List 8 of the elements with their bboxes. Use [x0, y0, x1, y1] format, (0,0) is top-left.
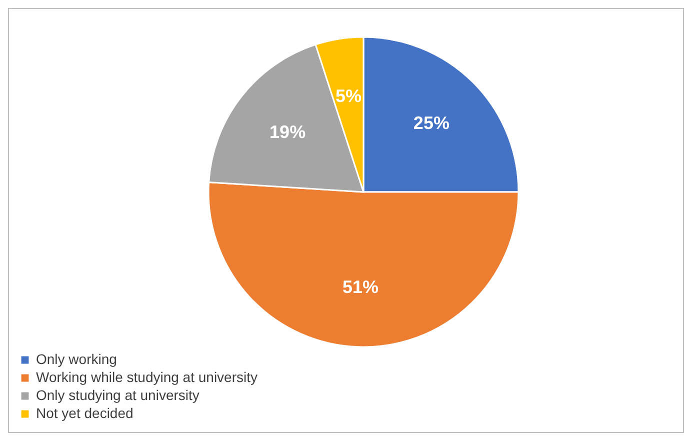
legend-label: Not yet decided: [36, 405, 134, 421]
legend-label: Only working: [36, 351, 117, 367]
data-label: 51%: [342, 277, 378, 298]
data-label: 25%: [413, 113, 450, 134]
legend-label: Working while studying at university: [36, 369, 258, 385]
data-label: 5%: [335, 86, 362, 106]
legend-label: Only studying at university: [36, 387, 200, 403]
data-label: 19%: [270, 122, 306, 142]
